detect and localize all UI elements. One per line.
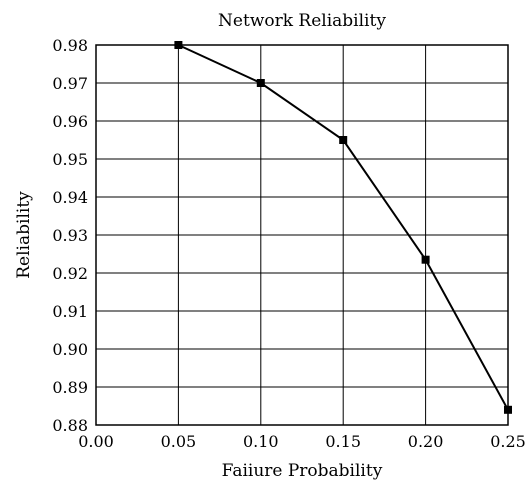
- data-point: [174, 41, 183, 49]
- x-tick-label: 0.00: [78, 432, 114, 451]
- y-tick-label: 0.98: [52, 36, 88, 55]
- y-tick-label: 0.92: [52, 264, 88, 283]
- x-tick-label: 0.15: [325, 432, 361, 451]
- y-axis-label: Reliability: [14, 191, 34, 279]
- x-tick-label: 0.20: [408, 432, 444, 451]
- x-tick-labels: 0.00 0.05 0.10 0.15 0.20 0.25: [78, 432, 526, 451]
- x-tick-label: 0.05: [161, 432, 197, 451]
- data-point: [504, 405, 512, 414]
- y-tick-label: 0.89: [52, 378, 88, 397]
- grid: [95, 44, 509, 426]
- plot-frame: [95, 44, 509, 426]
- y-tick-labels: 0.98 0.97 0.96 0.95 0.94 0.93 0.92 0.91 0.90 0.89…: [52, 36, 88, 435]
- data-point: [256, 79, 265, 87]
- y-tick-label: 0.97: [52, 74, 88, 93]
- data-point: [339, 136, 348, 144]
- x-axis-label: Faiiure Probability: [222, 461, 383, 481]
- y-tick-label: 0.95: [52, 150, 88, 169]
- data-point: [421, 255, 430, 264]
- x-tick-label: 0.10: [243, 432, 279, 451]
- y-tick-label: 0.90: [52, 340, 88, 359]
- x-tick-label: 0.25: [490, 432, 526, 451]
- y-tick-label: 0.88: [52, 416, 88, 435]
- chart-title: Network Reliability: [218, 11, 386, 31]
- series: [174, 41, 512, 414]
- y-tick-label: 0.93: [52, 226, 88, 245]
- y-tick-label: 0.94: [52, 188, 88, 207]
- y-tick-label: 0.91: [52, 302, 88, 321]
- y-tick-label: 0.96: [52, 112, 88, 131]
